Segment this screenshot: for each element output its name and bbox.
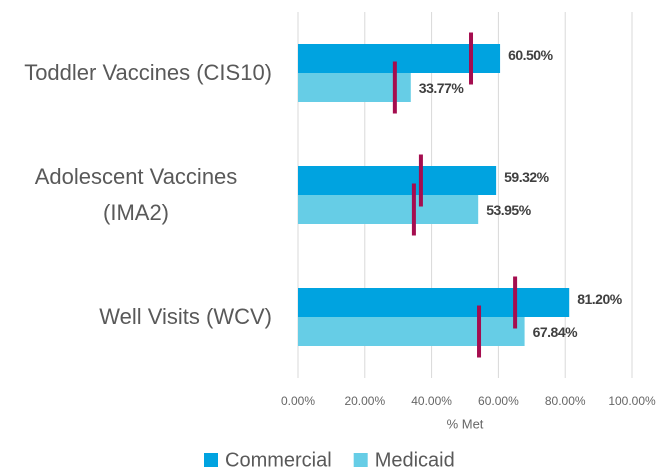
- category-label: Well Visits (WCV): [99, 304, 272, 329]
- x-tick-label: 100.00%: [608, 394, 656, 408]
- legend-swatch: [204, 453, 218, 467]
- value-label: 53.95%: [486, 202, 532, 218]
- x-tick-label: 80.00%: [545, 394, 586, 408]
- benchmark-marker: [477, 305, 482, 358]
- x-tick-label: 0.00%: [281, 394, 315, 408]
- benchmark-marker: [513, 276, 518, 329]
- x-tick-label: 40.00%: [411, 394, 452, 408]
- category-label: Adolescent Vaccines (IMA2): [34, 164, 238, 225]
- benchmark-marker: [418, 154, 423, 207]
- benchmark-marker: [392, 61, 397, 114]
- benchmark-marker: [411, 183, 416, 236]
- x-tick-label: 60.00%: [478, 394, 519, 408]
- x-axis-label: % Met: [447, 416, 484, 431]
- benchmark-marker: [469, 32, 474, 85]
- bar: [298, 73, 411, 102]
- legend-label: Medicaid: [375, 449, 455, 471]
- value-label: 59.32%: [504, 169, 550, 185]
- value-label: 33.77%: [419, 80, 465, 96]
- bar: [298, 44, 501, 73]
- bar: [298, 166, 497, 195]
- legend-swatch: [353, 453, 368, 467]
- bar: [298, 288, 570, 317]
- value-label: 67.84%: [533, 324, 579, 340]
- bar: [298, 195, 479, 224]
- x-tick-label: 20.00%: [344, 394, 385, 408]
- category-label: Toddler Vaccines (CIS10): [24, 60, 272, 85]
- value-label: 60.50%: [508, 47, 554, 63]
- value-label: 81.20%: [577, 291, 623, 307]
- legend-label: Commercial: [225, 449, 332, 471]
- bar: [298, 317, 525, 346]
